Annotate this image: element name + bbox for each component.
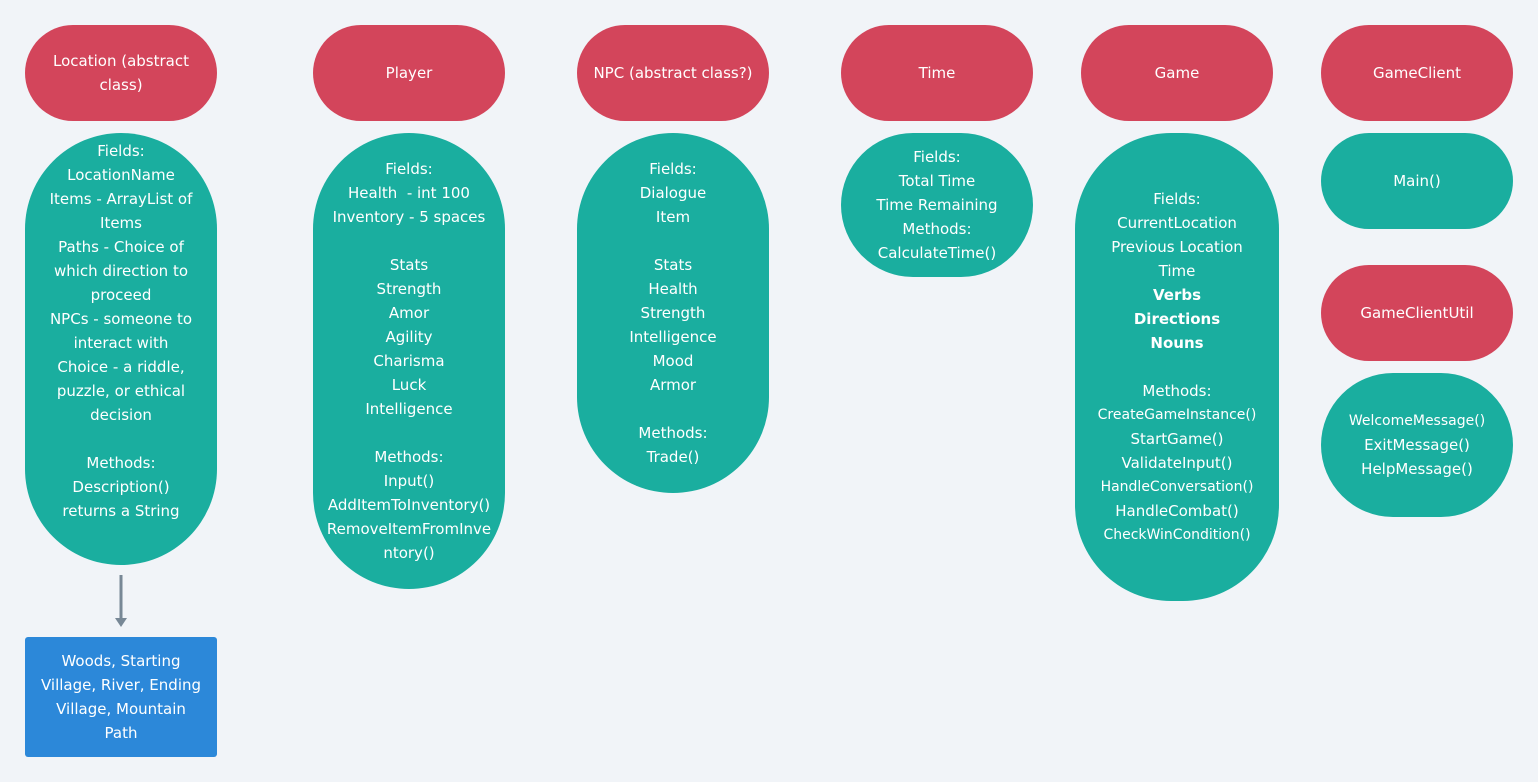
game-client-util-header[interactable]: GameClientUtil [1321,265,1513,361]
location-class-body[interactable]: Fields: LocationName Items - ArrayList o… [25,133,217,565]
location-class-title: Location (abstract class) [53,52,189,94]
location-line: Description() returns a String [62,478,180,520]
game-client-title: GameClient [1372,64,1462,82]
game-bold-line: Verbs [1152,286,1202,304]
game-client-util-body[interactable]: WelcomeMessage() ExitMessage() HelpMessa… [1321,373,1513,517]
player-line: RemoveItemFromInventory() [326,520,492,562]
npc-line: Dialogue [639,184,707,202]
game-client-header[interactable]: GameClient [1321,25,1513,121]
game-line: Time [1158,262,1196,280]
npc-class-header[interactable]: NPC (abstract class?) [577,25,769,121]
game-client-util-title: GameClientUtil [1360,304,1474,322]
npc-line: Trade() [646,448,700,466]
player-class-header[interactable]: Player [313,25,505,121]
game-client-util-line: WelcomeMessage() [1348,413,1486,429]
player-line: Luck [391,376,427,394]
game-client-util-line: ExitMessage() [1364,436,1470,454]
location-class-header[interactable]: Location (abstract class) [25,25,217,121]
player-class-body[interactable]: Fields: Health - int 100 Inventory - 5 s… [313,133,505,589]
location-line: Items - ArrayList of Items [49,190,193,232]
inheritance-arrow [115,575,127,627]
game-client-body[interactable]: Main() [1321,133,1513,229]
player-line: Amor [388,304,430,322]
game-method-line: Methods: [1142,382,1212,400]
npc-line: Item [655,208,691,226]
player-line: Health - int 100 [348,184,470,202]
time-class-title: Time [918,64,956,82]
time-line: Time Remaining [876,196,998,214]
npc-line: Fields: [649,160,697,178]
time-line: Total Time [898,172,976,190]
player-line: Inventory - 5 spaces [332,208,486,226]
npc-class-title: NPC (abstract class?) [593,64,753,82]
time-line: Fields: [913,148,961,166]
game-class-title: Game [1154,64,1200,82]
player-line: Strength [376,280,442,298]
time-class-body[interactable]: Fields: Total Time Time Remaining Method… [841,133,1033,277]
player-line: Methods: [374,448,444,466]
location-line: LocationName [67,166,175,184]
player-line: Agility [385,328,433,346]
game-line: CurrentLocation [1117,214,1237,232]
location-line: Choice - a riddle, puzzle, or ethical de… [56,358,186,424]
location-line: NPCs - someone to interact with [49,310,193,352]
game-line: Fields: [1153,190,1201,208]
game-line: Previous Location [1111,238,1243,256]
game-client-util-line: HelpMessage() [1361,460,1473,478]
npc-line: Mood [652,352,694,370]
game-bold-line: Nouns [1150,334,1204,352]
game-method-line: CheckWinCondition() [1103,527,1251,543]
location-line: Paths - Choice of which direction to pro… [53,238,189,304]
time-line: CalculateTime() [877,244,997,262]
location-subclasses-note[interactable]: Woods, Starting Village, River, Ending V… [25,637,217,757]
npc-line: Stats [653,256,693,274]
npc-line: Armor [649,376,697,394]
npc-line: Strength [640,304,706,322]
player-class-title: Player [385,64,433,82]
game-class-header[interactable]: Game [1081,25,1273,121]
npc-line: Health [648,280,698,298]
location-line: Fields: [97,142,145,160]
player-line: Intelligence [365,400,453,418]
time-line: Methods: [902,220,972,238]
game-method-line: HandleCombat() [1115,502,1239,520]
npc-line: Intelligence [629,328,717,346]
location-subclasses-text: Woods, Starting Village, River, Ending V… [41,652,202,742]
game-client-line: Main() [1393,172,1441,190]
player-line: Input() [383,472,435,490]
npc-line: Methods: [638,424,708,442]
time-class-header[interactable]: Time [841,25,1033,121]
npc-class-body[interactable]: Fields: Dialogue Item Stats Health Stren… [577,133,769,493]
player-line: Stats [389,256,429,274]
location-line: Methods: [86,454,156,472]
player-line: Charisma [373,352,445,370]
game-method-line: HandleConversation() [1100,479,1254,495]
game-bold-line: Directions [1133,310,1221,328]
game-method-line: StartGame() [1130,430,1224,448]
game-method-line: ValidateInput() [1121,454,1233,472]
game-method-line: CreateGameInstance() [1097,407,1257,423]
game-class-body[interactable]: Fields: CurrentLocation Previous Locatio… [1075,133,1279,601]
player-line: Fields: [385,160,433,178]
player-line: AddItemToInventory() [327,496,491,514]
